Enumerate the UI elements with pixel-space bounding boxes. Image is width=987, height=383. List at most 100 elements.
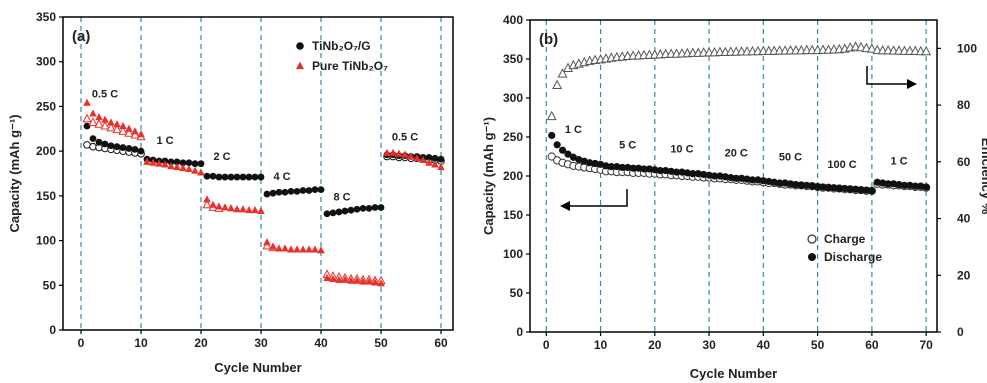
data-point — [106, 122, 116, 132]
data-point — [113, 143, 121, 151]
data-point — [83, 122, 91, 130]
data-point — [221, 203, 229, 211]
data-point — [82, 113, 92, 123]
data-point — [161, 160, 169, 168]
data-point — [233, 173, 241, 181]
data-point — [359, 204, 367, 212]
x-tick-label: 20 — [194, 336, 208, 350]
data-point — [383, 148, 391, 156]
discharge-point — [792, 180, 800, 189]
discharge-point — [868, 187, 876, 195]
discharge-point — [895, 180, 903, 189]
y2-tick-label: 20 — [957, 268, 971, 282]
discharge-point — [819, 183, 827, 191]
discharge-point — [748, 176, 757, 184]
data-point — [173, 163, 181, 171]
data-point — [125, 124, 133, 132]
discharge-point — [662, 166, 670, 175]
data-point — [124, 127, 134, 137]
data-point — [347, 276, 355, 284]
efficiency-point — [552, 79, 563, 89]
data-point — [233, 205, 241, 213]
y-tick-label: 250 — [503, 130, 523, 144]
discharge-point — [634, 164, 643, 172]
plot-frame — [62, 16, 454, 331]
data-point — [149, 158, 157, 166]
discharge-point — [906, 181, 914, 189]
data-point — [287, 187, 295, 195]
discharge-point — [830, 184, 838, 192]
discharge-point — [586, 159, 594, 167]
rate-label: 2 C — [213, 151, 230, 163]
data-point — [185, 159, 193, 167]
data-point — [191, 166, 199, 174]
x-tick-label: 10 — [594, 338, 608, 352]
data-point — [341, 207, 349, 215]
data-point — [130, 129, 140, 139]
discharge-point — [591, 159, 599, 168]
y-tick-label: 200 — [503, 169, 523, 183]
data-point — [119, 121, 127, 130]
y-tick-label: 400 — [503, 13, 523, 27]
discharge-point — [743, 175, 751, 183]
discharge-point — [672, 168, 681, 176]
discharge-point — [689, 170, 697, 178]
x-tick-label: 50 — [374, 336, 388, 350]
discharge-point — [721, 173, 729, 181]
data-point — [377, 204, 385, 211]
rate-label: 5 C — [619, 140, 636, 152]
y-axis-label: Capacity (mAh g⁻¹) — [7, 114, 22, 232]
data-point — [239, 173, 247, 181]
legend-label: Pure TiNb₂O₇ — [312, 59, 388, 73]
legend-label: TiNb₂O₇/G — [312, 39, 371, 53]
discharge-point — [553, 141, 561, 149]
x-tick-label: 40 — [757, 338, 771, 352]
discharge-point — [900, 181, 909, 189]
data-point — [88, 117, 98, 126]
y-tick-label: 50 — [510, 286, 524, 300]
data-point — [299, 187, 307, 194]
discharge-point — [917, 182, 925, 190]
data-point — [137, 129, 145, 138]
data-point — [335, 208, 343, 216]
discharge-point — [889, 180, 898, 188]
data-point — [113, 120, 121, 128]
discharge-point — [548, 131, 556, 140]
data-point — [323, 273, 331, 282]
y2-tick-label: 100 — [957, 41, 977, 55]
data-point — [365, 277, 373, 285]
data-point — [323, 210, 331, 218]
data-point — [293, 245, 301, 253]
data-point — [371, 278, 379, 286]
data-point — [437, 163, 445, 171]
data-point — [269, 242, 277, 250]
data-point — [311, 245, 319, 253]
discharge-point — [873, 178, 881, 186]
data-point — [89, 109, 97, 117]
data-point — [107, 118, 115, 126]
x-tick-label: 70 — [919, 338, 933, 352]
charge-point — [547, 152, 556, 161]
discharge-point — [710, 172, 719, 180]
discharge-point — [700, 170, 708, 179]
data-point — [347, 206, 355, 214]
rate-label: 4 C — [273, 171, 290, 183]
panel-label: (a) — [72, 28, 90, 45]
rate-label: 1 C — [565, 124, 582, 136]
y-tick-label: 150 — [36, 189, 56, 203]
data-point — [227, 173, 235, 181]
data-point — [112, 124, 122, 134]
discharge-point — [716, 172, 724, 180]
legend-marker — [295, 61, 305, 70]
discharge-point — [694, 170, 702, 178]
data-point — [263, 190, 271, 198]
y-tick-label: 300 — [36, 55, 56, 69]
data-point — [275, 188, 283, 196]
discharge-point — [922, 183, 930, 191]
data-point — [215, 173, 223, 181]
discharge-point — [678, 168, 686, 176]
discharge-point — [738, 174, 746, 182]
panel-label: (b) — [539, 31, 558, 48]
discharge-point — [808, 182, 816, 190]
data-point — [137, 147, 145, 155]
